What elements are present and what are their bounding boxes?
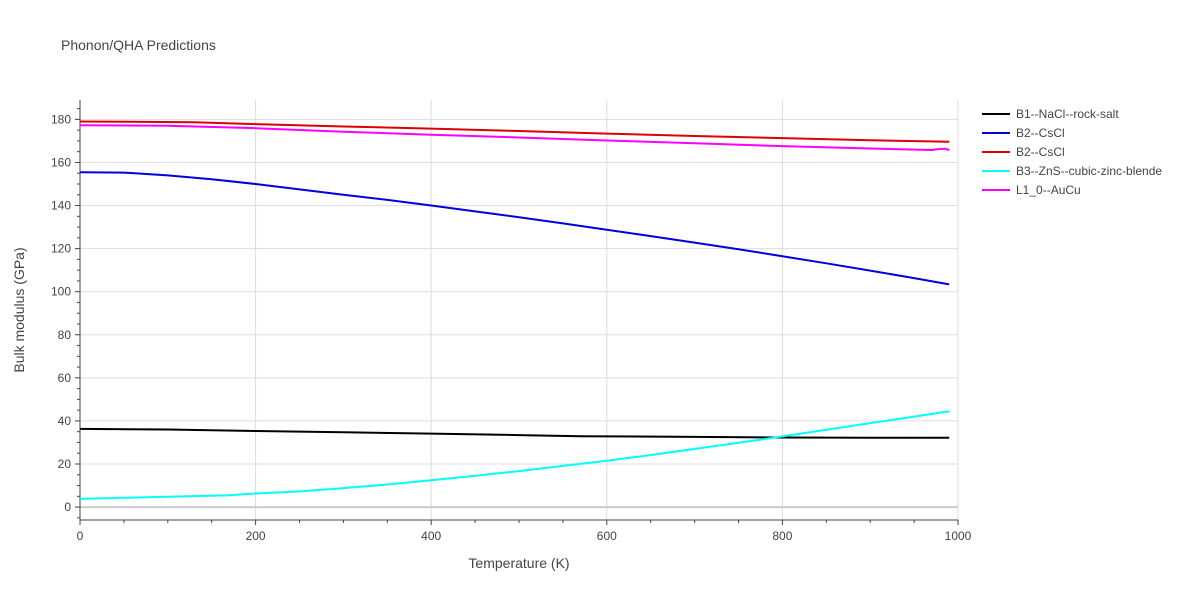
legend[interactable]: B1--NaCl--rock-salt B2--CsCl B2--CsCl B3--Z… [982,107,1162,197]
x-tick-label: 0 [77,529,84,543]
legend-label: B1--NaCl--rock-salt [1016,107,1119,121]
y-tick-label: 0 [64,500,71,514]
y-tick-label: 140 [51,199,71,213]
legend-item-4[interactable]: B3--ZnS--cubic-zinc-blende [982,164,1162,178]
y-tick-label: 120 [51,242,71,256]
y-tick-label: 100 [51,285,71,299]
chart-title: Phonon/QHA Predictions [61,37,216,53]
x-tick-label: 200 [246,529,266,543]
legend-item-2[interactable]: B2--CsCl [982,126,1065,140]
y-tick-label: 20 [58,457,72,471]
x-tick-label: 800 [772,529,792,543]
legend-item-3[interactable]: B2--CsCl [982,145,1065,159]
legend-label: B3--ZnS--cubic-zinc-blende [1016,164,1162,178]
y-tick-label: 180 [51,112,71,126]
legend-item-1[interactable]: B1--NaCl--rock-salt [982,107,1119,121]
y-tick-label: 80 [58,328,72,342]
series-line-4 [79,410,950,500]
legend-label: L1_0--AuCu [1016,183,1081,197]
x-axis-label: Temperature (K) [468,555,569,571]
x-tick-label: 400 [421,529,441,543]
series-line-3 [79,120,950,143]
y-tick-label: 40 [58,414,72,428]
y-tick-label: 60 [58,371,72,385]
series-group [79,120,950,500]
x-tick-label: 600 [597,529,617,543]
grid [80,100,959,520]
axes [79,100,958,521]
y-tick-label: 160 [51,155,71,169]
ticks: 0 200 400 600 800 1000 0 20 40 60 80 100 120 140 160 18… [51,108,972,543]
legend-item-5[interactable]: L1_0--AuCu [982,183,1081,197]
x-tick-label: 1000 [945,529,972,543]
series-line-1 [79,427,950,439]
y-axis-label: Bulk modulus (GPa) [11,247,27,372]
series-line-5 [79,124,950,151]
legend-label: B2--CsCl [1016,145,1065,159]
legend-label: B2--CsCl [1016,126,1065,140]
series-line-2 [79,171,950,286]
